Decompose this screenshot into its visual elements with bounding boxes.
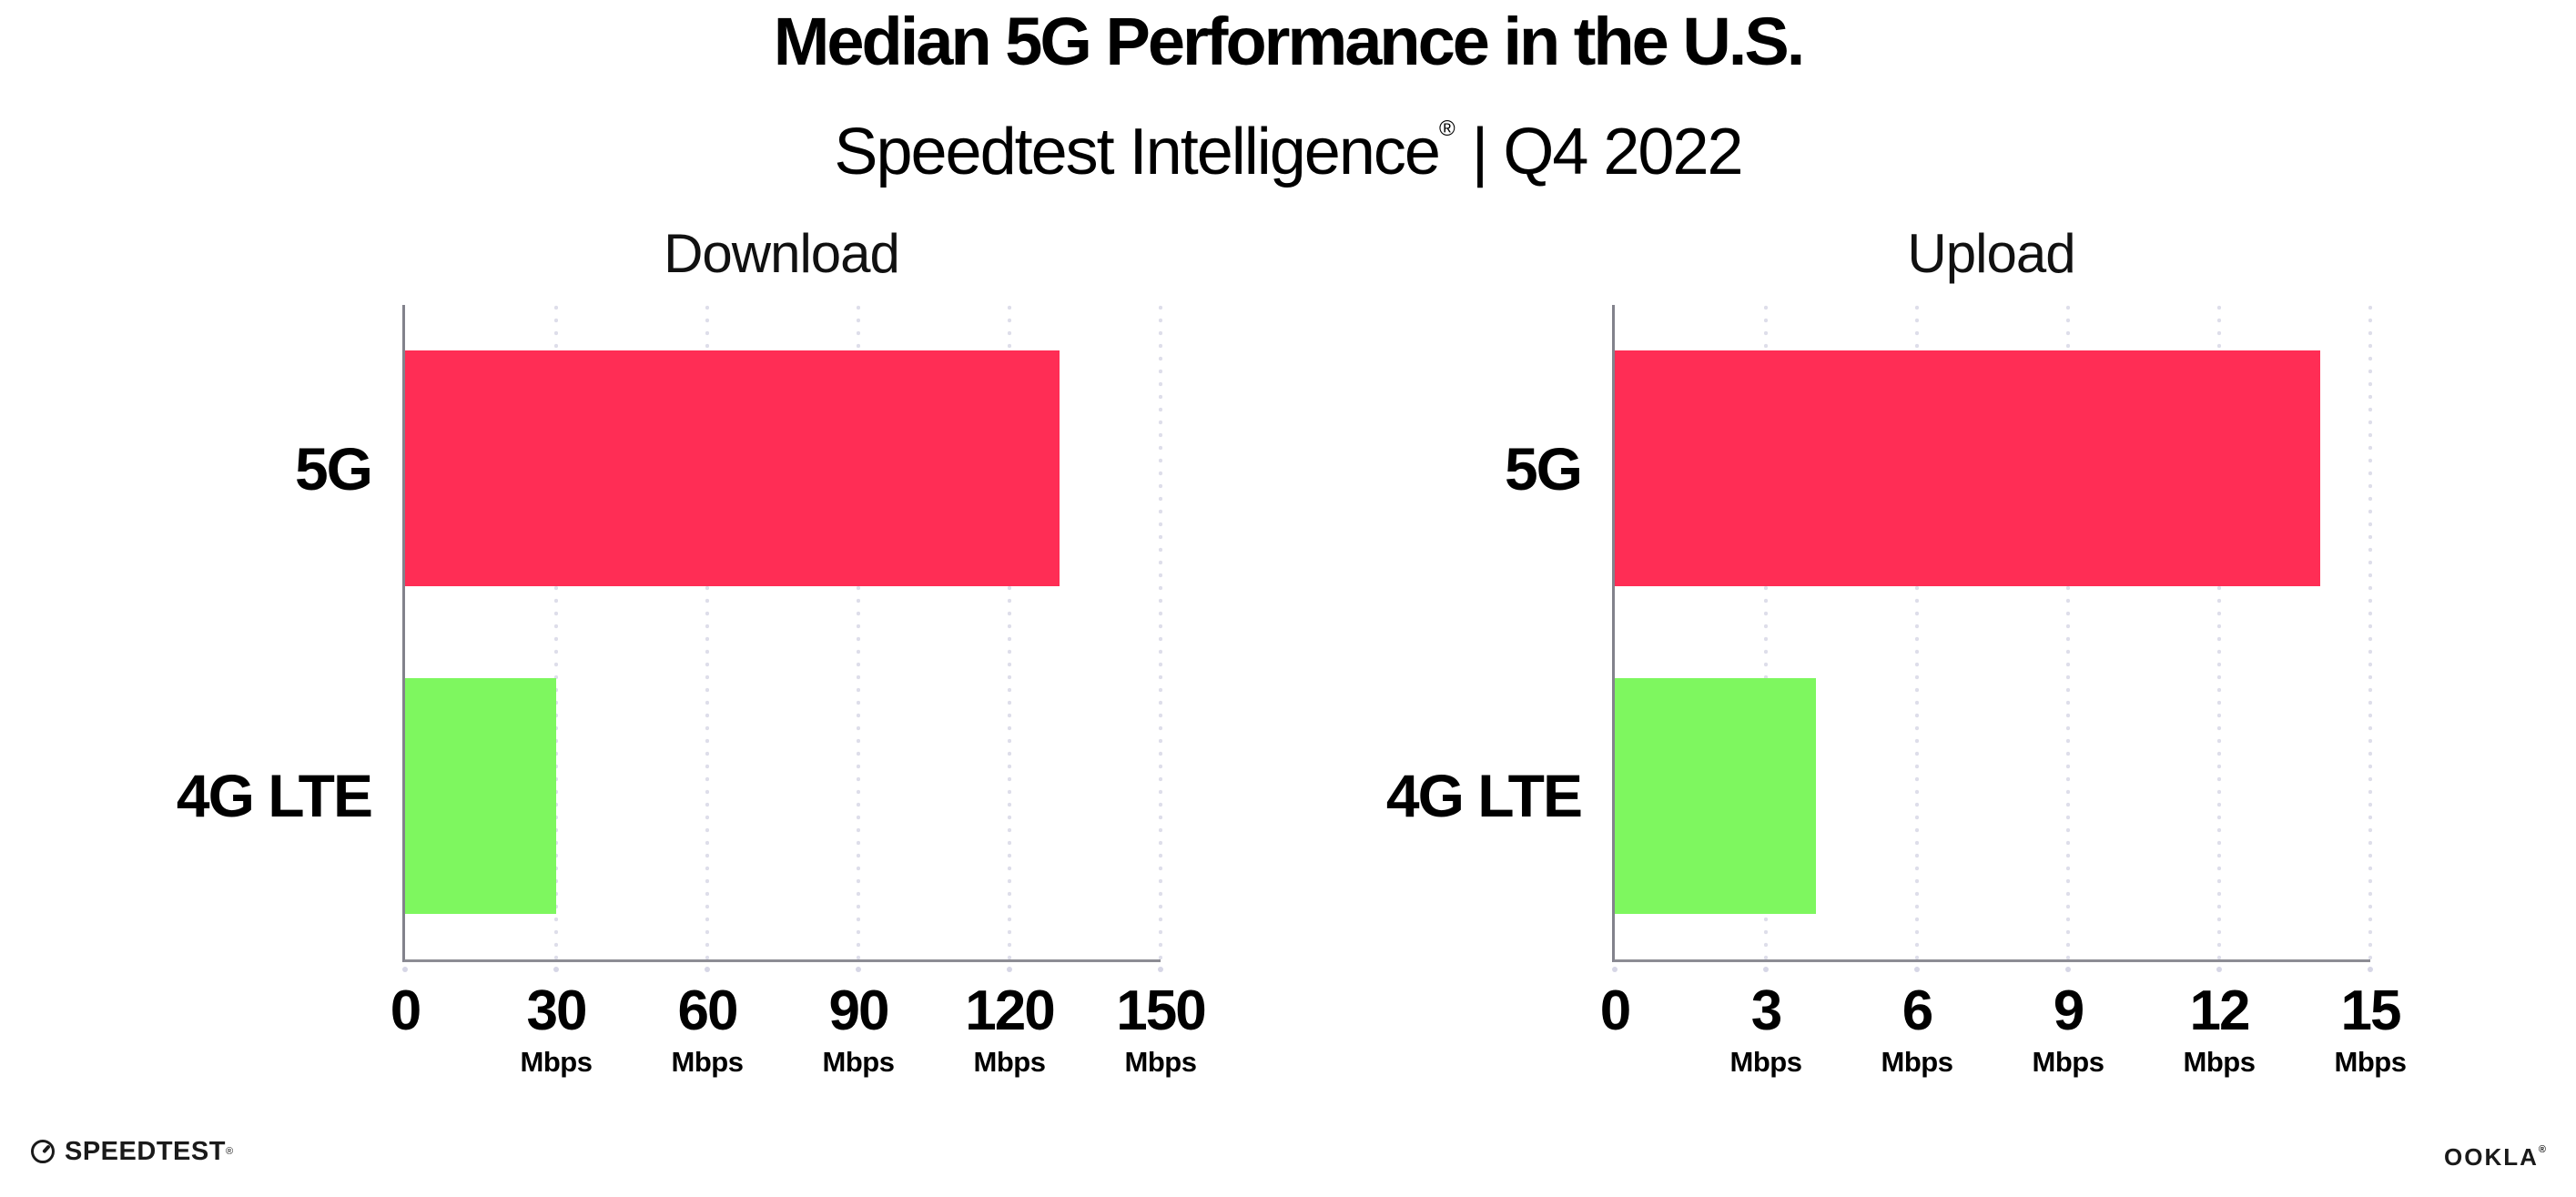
axis-tick-dot — [1914, 967, 1920, 972]
x-tick-unit: Mbps — [2334, 1046, 2407, 1078]
axis-tick-dot — [2368, 967, 2373, 972]
category-label-4g-lte: 4G LTE — [1385, 762, 1583, 830]
gridline — [705, 305, 709, 959]
x-tick-unit: Mbps — [822, 1046, 895, 1078]
gridline — [2066, 305, 2070, 959]
upload-chart: Upload 5G 4G LTE 0 3 Mbps 6 Mbps 9 Mbps 12 Mbps 15 M… — [1210, 218, 2498, 1138]
category-label-4g-lte: 4G LTE — [176, 762, 373, 830]
gridline — [857, 305, 860, 959]
plot-area — [402, 305, 1162, 962]
registered-trademark-icon: ® — [2538, 1144, 2548, 1155]
gridline — [1764, 305, 1768, 959]
axis-tick-dot — [1158, 967, 1163, 972]
x-tick-unit: Mbps — [1729, 1046, 1802, 1078]
subtitle-quarter: | Q4 2022 — [1455, 116, 1744, 188]
x-tick-unit: Mbps — [2032, 1046, 2104, 1078]
axis-tick-dot — [2065, 967, 2071, 972]
ookla-logo: OOKLA® — [2444, 1143, 2548, 1172]
axis-tick-dot — [856, 967, 861, 972]
x-tick-label: 15 Mbps — [2288, 983, 2452, 1078]
subtitle-brand: Speedtest Intelligence — [834, 116, 1441, 188]
axis-tick-dot — [2216, 967, 2222, 972]
page-title: Median 5G Performance in the U.S. — [773, 4, 1806, 79]
gridline — [1159, 305, 1162, 959]
bar-4g-lte — [1615, 677, 1817, 914]
x-tick-label: 12 Mbps — [2137, 983, 2301, 1078]
x-tick-value: 120 — [965, 979, 1055, 1042]
axis-tick-dot — [1612, 967, 1618, 972]
page-subtitle: Speedtest Intelligence® | Q4 2022 — [0, 91, 2576, 190]
x-tick-value: 9 — [2053, 979, 2084, 1042]
x-tick-label: 3 Mbps — [1684, 983, 1848, 1078]
category-label-5g: 5G — [294, 434, 373, 502]
plot-area — [1612, 305, 2372, 962]
x-tick-label: 90 Mbps — [776, 983, 940, 1078]
x-tick-value: 15 — [2340, 979, 2402, 1042]
axis-tick-dot — [1007, 967, 1012, 972]
x-tick-value: 0 — [390, 979, 421, 1042]
x-tick-label: 9 Mbps — [1986, 983, 2150, 1078]
x-tick-label: 60 Mbps — [625, 983, 789, 1078]
x-tick-unit: Mbps — [1124, 1046, 1197, 1078]
x-tick-value: 3 — [1750, 979, 1782, 1042]
axis-tick-dot — [553, 967, 559, 972]
gridline — [1008, 305, 1011, 959]
bar-5g — [405, 350, 1060, 587]
x-tick-label: 30 Mbps — [474, 983, 638, 1078]
category-label-5g: 5G — [1504, 434, 1583, 502]
x-tick-label: 0 — [1533, 983, 1697, 1040]
ookla-logo-text: OOKLA — [2444, 1143, 2539, 1171]
x-tick-value: 12 — [2189, 979, 2251, 1042]
gridline — [554, 305, 558, 959]
registered-trademark-icon: ® — [1438, 117, 1455, 141]
x-tick-label: 6 Mbps — [1835, 983, 1999, 1078]
bar-4g-lte — [405, 677, 556, 914]
x-tick-unit: Mbps — [1881, 1046, 1953, 1078]
download-chart: Download 5G 4G LTE 0 30 Mbps 60 Mbps 90 Mbps 120 M… — [0, 218, 1288, 1138]
registered-trademark-icon: ® — [225, 1146, 234, 1157]
x-tick-value: 90 — [828, 979, 890, 1042]
x-tick-label: 150 Mbps — [1079, 983, 1242, 1078]
gridline — [2217, 305, 2221, 959]
speedtest-logo-text: SPEEDTEST — [65, 1136, 226, 1166]
speedtest-gauge-icon — [31, 1140, 55, 1163]
x-tick-unit: Mbps — [2183, 1046, 2256, 1078]
x-tick-unit: Mbps — [520, 1046, 593, 1078]
axis-tick-dot — [1763, 967, 1769, 972]
speedtest-logo: SPEEDTEST ® — [31, 1131, 233, 1172]
x-tick-value: 0 — [1599, 979, 1631, 1042]
bar-5g — [1615, 350, 2320, 587]
x-tick-value: 30 — [526, 979, 588, 1042]
x-tick-value: 6 — [1902, 979, 1933, 1042]
x-tick-value: 60 — [677, 979, 739, 1042]
gridline — [1915, 305, 1919, 959]
x-tick-unit: Mbps — [973, 1046, 1046, 1078]
axis-tick-dot — [705, 967, 710, 972]
chart-title: Download — [664, 223, 900, 284]
x-tick-label: 120 Mbps — [928, 983, 1091, 1078]
gridline — [2368, 305, 2372, 959]
x-tick-label: 0 — [323, 983, 487, 1040]
x-tick-unit: Mbps — [671, 1046, 744, 1078]
chart-title: Upload — [1907, 223, 2075, 284]
gauge-needle-icon — [41, 1144, 50, 1153]
axis-tick-dot — [402, 967, 408, 972]
x-tick-value: 150 — [1116, 979, 1206, 1042]
